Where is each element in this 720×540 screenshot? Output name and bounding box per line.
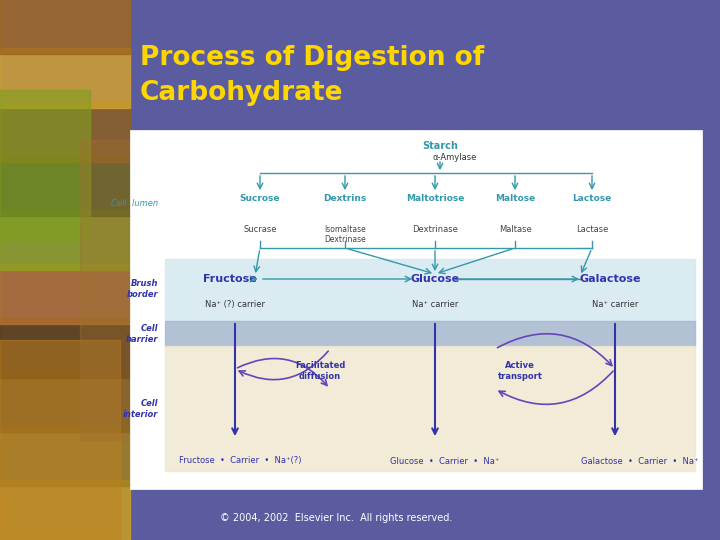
Text: Galactose: Galactose: [580, 274, 641, 284]
Bar: [0, 0, 130, 54]
Bar: [0, 480, 130, 540]
Text: © 2004, 2002  Elsevier Inc.  All rights reserved.: © 2004, 2002 Elsevier Inc. All rights re…: [220, 513, 452, 523]
Bar: [0, 340, 120, 540]
Bar: [0, 48, 130, 108]
Text: Maltotriose: Maltotriose: [406, 194, 464, 203]
Text: Lactase: Lactase: [576, 225, 608, 234]
Text: Na⁺ carrier: Na⁺ carrier: [412, 300, 458, 309]
Text: Dextrinase: Dextrinase: [412, 225, 458, 234]
Text: α-Amylase: α-Amylase: [433, 153, 477, 162]
Bar: [0, 102, 130, 162]
Bar: [0, 90, 90, 240]
Text: Maltose: Maltose: [495, 194, 535, 203]
Text: Fructose: Fructose: [203, 274, 257, 284]
Bar: [165, 346, 695, 471]
Text: Cell
barrier: Cell barrier: [125, 325, 158, 343]
Bar: [0, 264, 130, 324]
Text: Sucrose: Sucrose: [240, 194, 280, 203]
Text: Carbohydrate: Carbohydrate: [140, 80, 343, 106]
Bar: [165, 259, 695, 321]
Text: Lactose: Lactose: [572, 194, 611, 203]
Text: Glucose  •  Carrier  •  Na⁺: Glucose • Carrier • Na⁺: [390, 456, 500, 465]
Text: Glucose: Glucose: [410, 274, 459, 284]
Text: Starch: Starch: [422, 141, 458, 151]
Text: Process of Digestion of: Process of Digestion of: [140, 45, 485, 71]
Text: Active
transport: Active transport: [498, 361, 542, 381]
Text: Na⁺ (?) carrier: Na⁺ (?) carrier: [205, 300, 265, 309]
Text: Dextrins: Dextrins: [323, 194, 366, 203]
Bar: [0, 156, 130, 216]
Text: Facilitated
diffusion: Facilitated diffusion: [294, 361, 345, 381]
Bar: [0, 426, 130, 486]
Text: Maltase: Maltase: [499, 225, 531, 234]
Text: Cell  lumen: Cell lumen: [111, 199, 158, 208]
Text: Sucrase: Sucrase: [243, 225, 276, 234]
Bar: [0, 210, 130, 270]
Text: Isomaltase
Dextrinase: Isomaltase Dextrinase: [324, 225, 366, 245]
Bar: [80, 140, 130, 440]
Text: Na⁺ carrier: Na⁺ carrier: [592, 300, 638, 309]
Bar: [165, 321, 695, 346]
Text: Fructose  •  Carrier  •  Na⁺(?): Fructose • Carrier • Na⁺(?): [179, 456, 301, 465]
Bar: [0, 318, 130, 378]
Text: Brush
border: Brush border: [127, 279, 158, 299]
Text: Cell
interior: Cell interior: [122, 399, 158, 418]
Bar: [130, 130, 702, 489]
Text: Galactose  •  Carrier  •  Na⁺: Galactose • Carrier • Na⁺: [581, 456, 698, 465]
Bar: [0, 372, 130, 432]
